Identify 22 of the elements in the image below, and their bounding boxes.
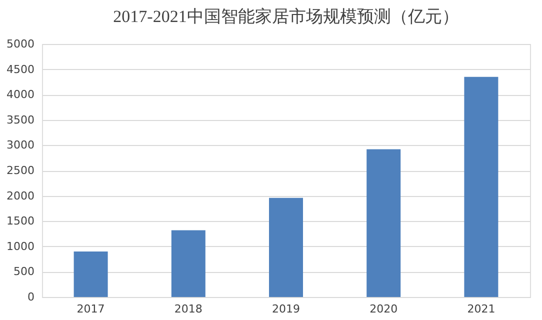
y-tick-label: 4500: [6, 62, 34, 76]
bar: [74, 251, 108, 297]
y-tick-label: 3500: [6, 113, 34, 126]
bar: [269, 198, 303, 297]
bar: [171, 230, 206, 297]
y-tick-label: 2000: [6, 189, 34, 202]
y-tick-label: 5000: [6, 38, 34, 50]
y-tick-label: 2500: [6, 164, 34, 177]
x-tick-label: 2021: [467, 302, 496, 316]
y-tick-label: 4000: [6, 88, 34, 102]
x-tick-label: 2017: [76, 302, 105, 316]
x-tick-label: 2018: [174, 302, 202, 316]
y-tick-label: 0: [28, 290, 34, 304]
y-tick-label: 3000: [6, 138, 34, 152]
x-tick-label: 2020: [370, 302, 398, 316]
x-tick-label: 2019: [272, 302, 300, 316]
chart-title: 2017-2021中国智能家居市场规模预测（亿元）: [113, 7, 459, 26]
y-tick-label: 1500: [6, 214, 34, 228]
y-tick-label: 1000: [6, 240, 34, 253]
bar: [366, 149, 401, 297]
y-tick-label: 500: [14, 265, 34, 278]
bar: [464, 76, 498, 297]
